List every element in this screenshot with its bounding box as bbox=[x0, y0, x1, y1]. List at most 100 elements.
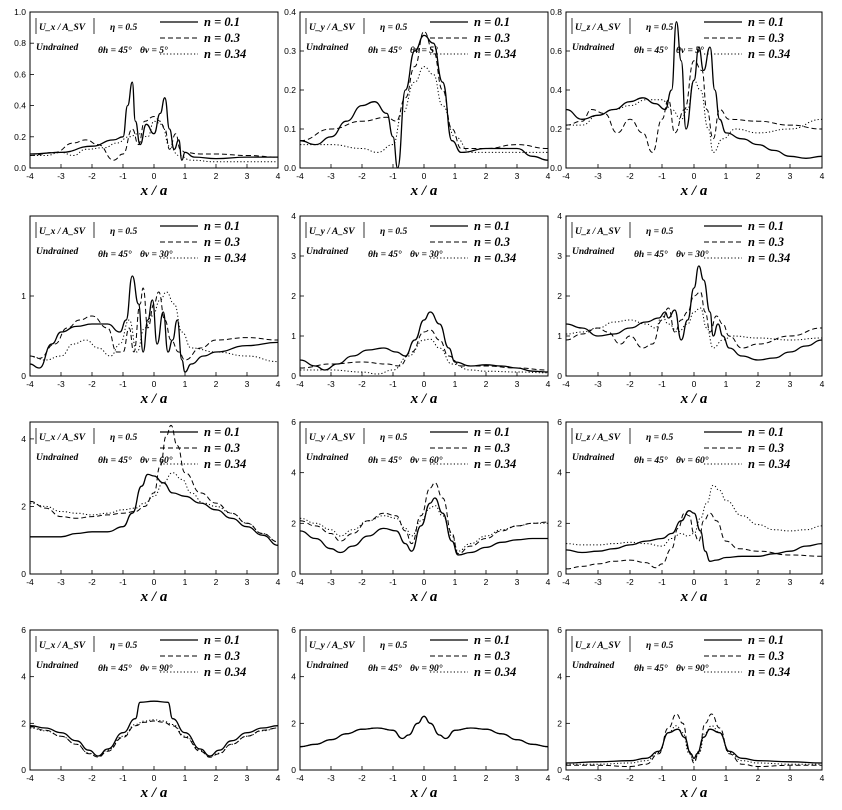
series-solid-line bbox=[566, 728, 822, 764]
x-tick-label: -3 bbox=[57, 379, 65, 389]
plot-frame bbox=[29, 629, 279, 771]
eta-label: η = 0.5 bbox=[380, 23, 408, 33]
x-tick-label: 0 bbox=[692, 379, 697, 389]
x-tick-label: -1 bbox=[119, 379, 127, 389]
legend-label-2: n = 0.3 bbox=[748, 235, 784, 249]
eta-label: η = 0.5 bbox=[646, 433, 674, 443]
theta-h-label: θh = 45° bbox=[634, 663, 668, 674]
condition-label: Undrained bbox=[36, 247, 78, 257]
condition-label: Undrained bbox=[306, 247, 348, 257]
x-tick-label: -2 bbox=[88, 773, 96, 783]
x-tick-label: -1 bbox=[389, 773, 397, 783]
series-dotted-line bbox=[300, 715, 548, 748]
legend-label-2: n = 0.3 bbox=[474, 235, 510, 249]
series-dotted-line bbox=[566, 79, 822, 153]
y-tick-label: 4 bbox=[557, 468, 562, 478]
theta-h-label: θh = 45° bbox=[634, 455, 668, 466]
x-tick-label: 4 bbox=[276, 171, 281, 181]
x-tick-label: 3 bbox=[515, 171, 520, 181]
legend-label-1: n = 0.1 bbox=[748, 219, 784, 233]
x-tick-label: -2 bbox=[358, 773, 366, 783]
x-axis-label: x / a bbox=[680, 391, 708, 407]
x-tick-label: 3 bbox=[788, 773, 793, 783]
x-tick-label: -4 bbox=[562, 171, 570, 181]
legend-label-1: n = 0.1 bbox=[748, 15, 784, 29]
series-dashed-line bbox=[300, 31, 548, 149]
x-tick-label: 1 bbox=[724, 379, 729, 389]
legend-label-1: n = 0.1 bbox=[204, 633, 240, 647]
quantity-label: U_z / A_SV bbox=[575, 227, 621, 237]
y-tick-label: 0.2 bbox=[550, 124, 562, 134]
x-tick-label: 0 bbox=[422, 577, 427, 587]
x-tick-label: -4 bbox=[26, 577, 34, 587]
legend-label-3: n = 0.34 bbox=[204, 665, 246, 679]
legend-label-1: n = 0.1 bbox=[748, 425, 784, 439]
x-tick-label: -2 bbox=[358, 577, 366, 587]
y-tick-label: 6 bbox=[291, 417, 296, 427]
x-tick-label: -3 bbox=[57, 171, 65, 181]
eta-label: η = 0.5 bbox=[646, 227, 674, 237]
x-tick-label: 4 bbox=[546, 577, 551, 587]
x-tick-label: -2 bbox=[358, 379, 366, 389]
x-tick-label: 4 bbox=[276, 577, 281, 587]
x-tick-label: 4 bbox=[820, 171, 825, 181]
x-tick-label: 3 bbox=[245, 773, 250, 783]
x-tick-label: 1 bbox=[453, 577, 458, 587]
quantity-label: U_x / A_SV bbox=[39, 641, 86, 651]
eta-label: η = 0.5 bbox=[646, 641, 674, 651]
condition-label: Undrained bbox=[36, 43, 78, 53]
x-tick-label: 2 bbox=[214, 171, 219, 181]
y-tick-label: 0.1 bbox=[284, 124, 296, 134]
eta-label: η = 0.5 bbox=[380, 227, 408, 237]
legend-label-3: n = 0.34 bbox=[748, 665, 790, 679]
series-dotted-line bbox=[30, 291, 278, 363]
x-tick-label: 2 bbox=[214, 577, 219, 587]
series-dotted-line bbox=[30, 719, 278, 757]
x-tick-label: 2 bbox=[484, 171, 489, 181]
plot-frame bbox=[29, 215, 279, 377]
theta-v-label: θv = 5° bbox=[676, 45, 704, 56]
legend-label-1: n = 0.1 bbox=[474, 425, 510, 439]
x-tick-label: -4 bbox=[26, 379, 34, 389]
x-tick-label: -4 bbox=[562, 577, 570, 587]
eta-label: η = 0.5 bbox=[110, 641, 138, 651]
panel-10: -4 -3 -2 -1 0 1 2 3 4 0 2 4 6 x / a U_x / A_SV η = 0.5 U… bbox=[21, 625, 280, 801]
series-solid-line bbox=[30, 81, 278, 161]
panel-12: -4 -3 -2 -1 0 1 2 3 4 0 2 4 6 x / a U_z / A_SV η = 0.5 U… bbox=[557, 625, 824, 801]
y-tick-label: 4 bbox=[291, 672, 296, 682]
x-axis-label: x / a bbox=[410, 183, 438, 199]
series-dotted-line bbox=[300, 66, 548, 153]
y-tick-label: 6 bbox=[557, 417, 562, 427]
y-tick-label: 2 bbox=[557, 718, 562, 728]
y-tick-label: 2 bbox=[291, 291, 296, 301]
x-tick-label: -3 bbox=[594, 379, 602, 389]
series-dashed-line bbox=[30, 116, 278, 161]
x-tick-label: -4 bbox=[296, 773, 304, 783]
x-tick-label: -3 bbox=[327, 171, 335, 181]
eta-label: η = 0.5 bbox=[380, 641, 408, 651]
quantity-label: U_y / A_SV bbox=[309, 433, 355, 443]
x-axis-label: x / a bbox=[410, 391, 438, 407]
y-tick-label: 0.6 bbox=[550, 46, 562, 56]
condition-label: Undrained bbox=[306, 43, 348, 53]
y-tick-label: 0.0 bbox=[14, 163, 26, 173]
y-tick-label: 0 bbox=[557, 569, 562, 579]
x-tick-label: -4 bbox=[26, 171, 34, 181]
plot-frame bbox=[299, 629, 549, 771]
series-dotted-line bbox=[566, 307, 822, 349]
x-tick-label: -3 bbox=[327, 773, 335, 783]
y-tick-label: 0.8 bbox=[14, 38, 26, 48]
legend-label-1: n = 0.1 bbox=[474, 633, 510, 647]
series-dashed-line bbox=[566, 512, 822, 570]
x-tick-label: -1 bbox=[658, 379, 666, 389]
y-tick-label: 4 bbox=[291, 468, 296, 478]
theta-v-label: θv = 90° bbox=[410, 663, 443, 674]
y-tick-label: 2 bbox=[557, 291, 562, 301]
x-axis-label: x / a bbox=[680, 785, 708, 801]
x-tick-label: -4 bbox=[296, 171, 304, 181]
condition-label: Undrained bbox=[572, 453, 614, 463]
series-dotted-line bbox=[300, 338, 548, 375]
legend-label-3: n = 0.34 bbox=[204, 47, 246, 61]
x-tick-label: -3 bbox=[57, 577, 65, 587]
